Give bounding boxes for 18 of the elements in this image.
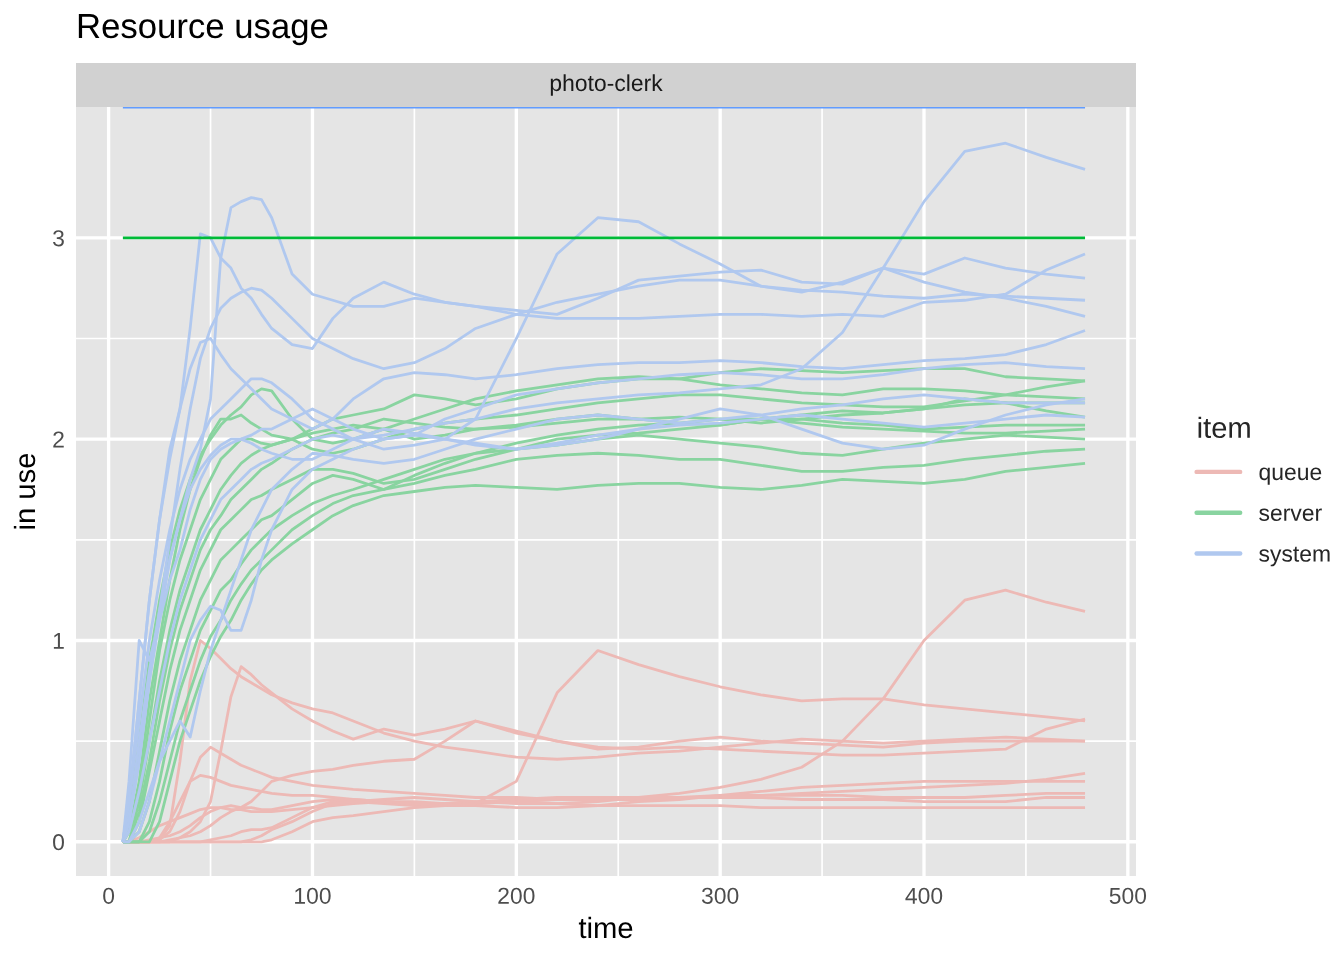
x-tick-label: 0	[103, 887, 115, 904]
x-tick-label: 100	[295, 887, 331, 904]
y-tick-label: 1	[53, 633, 64, 649]
x-tick-label: 300	[701, 887, 739, 904]
legend-label: server	[1259, 508, 1322, 521]
y-tick-label: 2	[53, 431, 64, 448]
legend-title: item	[1198, 416, 1250, 439]
x-tick-label: 200	[498, 887, 535, 904]
y-tick-label: 0	[53, 834, 64, 851]
legend-label: queue	[1259, 467, 1322, 485]
chart-subtitle: photo-clerk	[550, 74, 663, 96]
y-axis-title: in use	[13, 453, 36, 529]
y-tick-label: 3	[53, 230, 64, 247]
chart-title: Resource usage	[78, 14, 328, 46]
x-tick-label: 500	[1109, 887, 1147, 904]
legend-label: system	[1259, 546, 1330, 567]
x-tick-label: 400	[905, 887, 943, 904]
x-axis-title: time	[578, 916, 633, 939]
